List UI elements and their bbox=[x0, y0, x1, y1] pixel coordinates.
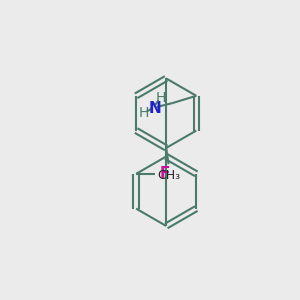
Text: H: H bbox=[139, 106, 149, 120]
Text: CH₃: CH₃ bbox=[157, 169, 180, 182]
Text: F: F bbox=[160, 166, 170, 181]
Text: N: N bbox=[149, 101, 161, 116]
Text: H: H bbox=[156, 91, 166, 105]
